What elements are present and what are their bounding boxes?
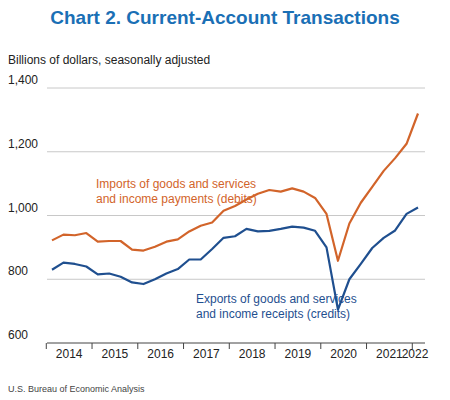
x-tick-label: 2017 xyxy=(193,347,220,361)
series-line xyxy=(52,208,418,310)
source: U.S. Bureau of Economic Analysis xyxy=(8,384,145,394)
series-label-line: and income receipts (credits) xyxy=(196,307,350,321)
x-tick-label: 2020 xyxy=(330,347,357,361)
series-line xyxy=(52,114,418,261)
x-tick-label: 2014 xyxy=(56,347,83,361)
y-tick-label: 1,000 xyxy=(8,201,38,215)
title: Chart 2. Current-Account Transactions xyxy=(50,7,399,28)
grid-line xyxy=(47,279,425,280)
x-tick-label: 2015 xyxy=(102,347,129,361)
grid-line xyxy=(47,151,425,152)
chart: Chart 2. Current-Account Transactions Bil… xyxy=(0,0,450,400)
series-label-line: and income payments (debits) xyxy=(96,192,257,206)
series-label-line: Exports of goods and services xyxy=(196,292,357,306)
x-tick-label: 2019 xyxy=(285,347,312,361)
plot-area xyxy=(52,114,418,310)
y-tick-label: 600 xyxy=(8,328,28,342)
series-label: Exports of goods and servicesand income … xyxy=(196,292,357,321)
x-tick-label: 2022 xyxy=(402,347,429,361)
subtitle: Billions of dollars, seasonally adjusted xyxy=(8,53,210,67)
x-axis-line xyxy=(47,343,425,344)
x-tick xyxy=(183,343,184,349)
grid-line xyxy=(47,215,425,216)
x-tick xyxy=(92,343,93,349)
x-tick-label: 2018 xyxy=(239,347,266,361)
x-tick xyxy=(366,343,367,349)
series-label: Imports of goods and servicesand income … xyxy=(96,177,257,206)
y-tick-label: 1,200 xyxy=(8,137,38,151)
x-tick-label: 2016 xyxy=(147,347,174,361)
y-tick-label: 1,400 xyxy=(8,73,38,87)
x-tick xyxy=(320,343,321,349)
x-tick-label: 2021 xyxy=(376,347,403,361)
grid-line xyxy=(47,88,425,89)
y-tick-label: 800 xyxy=(8,264,28,278)
x-tick xyxy=(46,343,47,349)
x-tick xyxy=(137,343,138,349)
x-tick xyxy=(275,343,276,349)
x-tick xyxy=(229,343,230,349)
series-label-line: Imports of goods and services xyxy=(96,177,256,191)
